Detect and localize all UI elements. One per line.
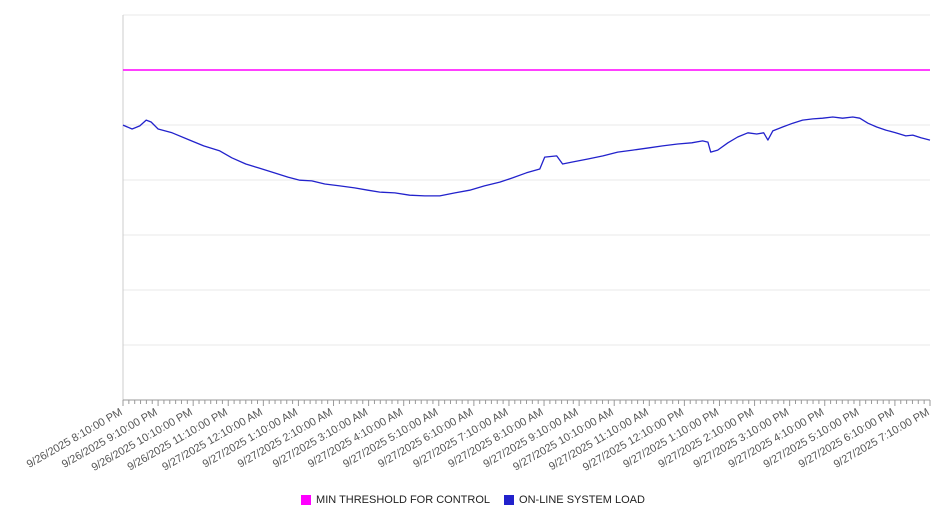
legend-label-system-load: ON-LINE SYSTEM LOAD [519, 494, 645, 506]
system-load-swatch-icon [504, 495, 515, 505]
legend-item-system-load[interactable]: ON-LINE SYSTEM LOAD [504, 494, 645, 506]
system-load-line [122, 116, 931, 197]
legend-label-min-threshold: MIN THRESHOLD FOR CONTROL [316, 494, 491, 506]
legend-item-min-threshold[interactable]: MIN THRESHOLD FOR CONTROL [301, 494, 490, 506]
min-threshold-swatch-icon [301, 495, 312, 505]
chart-legend: MIN THRESHOLD FOR CONTROL ON-LINE SYSTEM… [0, 494, 946, 506]
